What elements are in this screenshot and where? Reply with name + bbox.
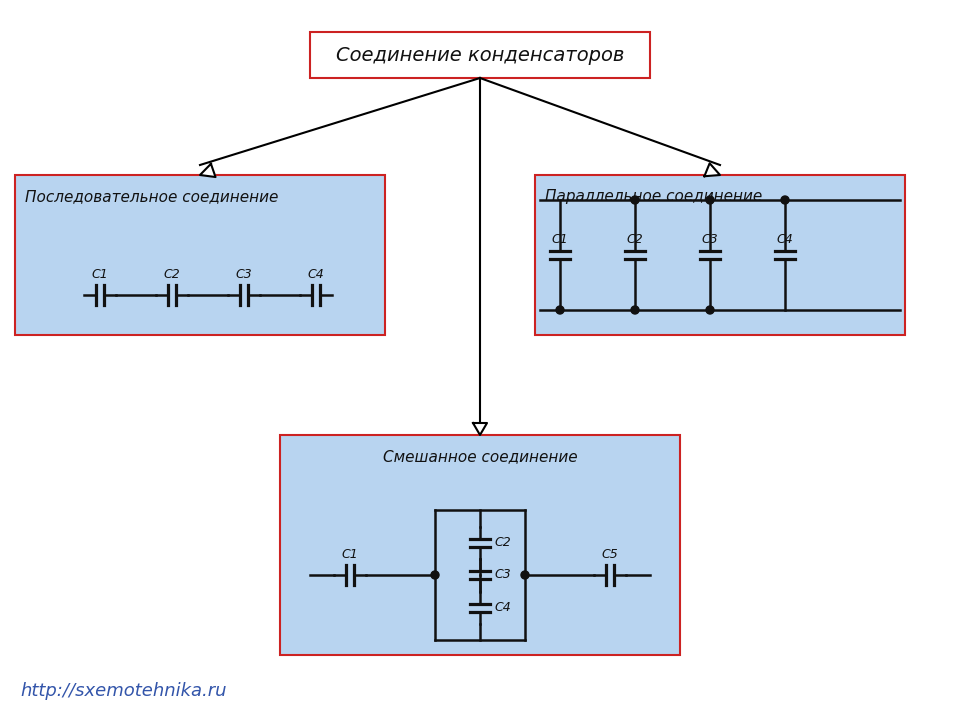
Text: Последовательное соединение: Последовательное соединение bbox=[25, 189, 278, 204]
Circle shape bbox=[431, 571, 439, 579]
Text: Параллельное соединение: Параллельное соединение bbox=[545, 189, 762, 204]
Polygon shape bbox=[473, 423, 487, 435]
Text: C2: C2 bbox=[494, 536, 511, 549]
Text: C3: C3 bbox=[235, 268, 252, 281]
Text: C2: C2 bbox=[627, 233, 643, 246]
Text: C4: C4 bbox=[494, 601, 511, 614]
Text: http://sxemotehnika.ru: http://sxemotehnika.ru bbox=[20, 682, 227, 700]
Circle shape bbox=[706, 196, 714, 204]
FancyBboxPatch shape bbox=[310, 32, 650, 78]
FancyBboxPatch shape bbox=[15, 175, 385, 335]
Circle shape bbox=[631, 196, 639, 204]
Circle shape bbox=[781, 196, 789, 204]
Text: C2: C2 bbox=[163, 268, 180, 281]
Circle shape bbox=[631, 306, 639, 314]
Polygon shape bbox=[705, 163, 720, 176]
Text: C5: C5 bbox=[602, 548, 618, 561]
Text: C3: C3 bbox=[702, 233, 718, 246]
Text: Смешанное соединение: Смешанное соединение bbox=[383, 449, 577, 464]
Text: C1: C1 bbox=[91, 268, 108, 281]
Text: C1: C1 bbox=[552, 233, 568, 246]
Polygon shape bbox=[200, 164, 216, 177]
Text: C4: C4 bbox=[307, 268, 324, 281]
Text: C3: C3 bbox=[494, 569, 511, 582]
FancyBboxPatch shape bbox=[280, 435, 680, 655]
Circle shape bbox=[706, 306, 714, 314]
Circle shape bbox=[556, 306, 564, 314]
Text: Соединение конденсаторов: Соединение конденсаторов bbox=[336, 45, 624, 65]
Circle shape bbox=[521, 571, 529, 579]
Text: C1: C1 bbox=[342, 548, 358, 561]
FancyBboxPatch shape bbox=[535, 175, 905, 335]
Text: C4: C4 bbox=[777, 233, 793, 246]
